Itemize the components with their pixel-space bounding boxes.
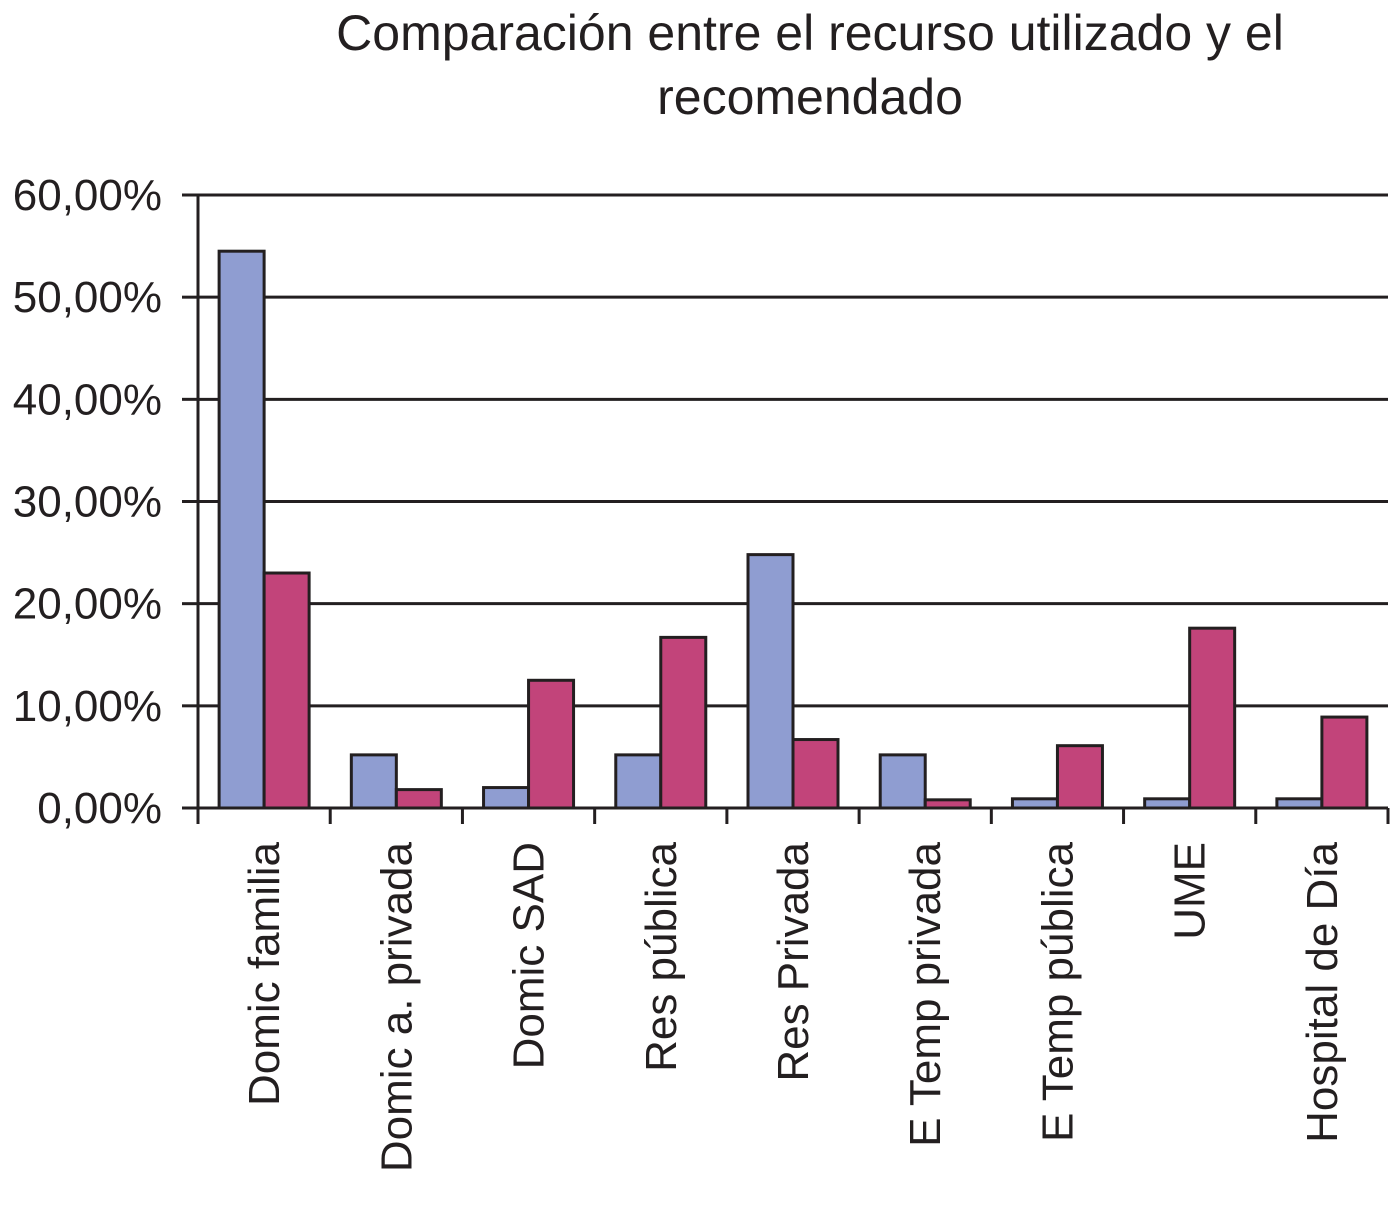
y-tick-label-5: 50,00% [13, 273, 162, 322]
y-tick-label-4: 40,00% [13, 375, 162, 424]
y-tick-label-6: 60,00% [13, 171, 162, 220]
category-label-3: Domic SAD [505, 842, 554, 1069]
category-labels: Domic familia Domic a. privada Domic SAD Re… [240, 841, 1347, 1172]
y-tick-label-3: 30,00% [13, 478, 162, 527]
category-label-9: Hospital de Día [1298, 841, 1347, 1142]
chart-title-line-2: recomendado [657, 69, 963, 125]
bar-1-6 [878, 753, 927, 810]
category-label-6: E Temp privada [901, 841, 950, 1146]
bar-2-7 [1055, 744, 1104, 810]
bars [217, 249, 1369, 810]
category-label-5: Res Privada [769, 841, 818, 1081]
bar-2-9 [1320, 715, 1369, 810]
bar-1-3 [482, 786, 531, 810]
chart-title-line-1: Comparación entre el recurso utilizado y… [336, 5, 1284, 61]
bar-2-1 [262, 571, 311, 810]
category-label-1: Domic familia [240, 841, 289, 1106]
bar-2-5 [791, 738, 840, 810]
category-label-8: UME [1166, 842, 1215, 940]
category-label-4: Res pública [637, 841, 686, 1071]
bar-1-4 [614, 753, 663, 810]
bar-1-2 [349, 753, 398, 810]
bar-2-2 [394, 788, 443, 810]
y-tick-label-2: 20,00% [13, 580, 162, 629]
category-label-2: Domic a. privada [372, 841, 421, 1172]
category-label-7: E Temp pública [1033, 841, 1082, 1142]
y-tick-label-0: 0,00% [37, 784, 162, 833]
y-tick-label-1: 10,00% [13, 682, 162, 731]
bar-1-5 [746, 553, 795, 810]
bar-2-3 [527, 678, 576, 810]
bar-1-1 [217, 249, 266, 810]
bar-2-4 [659, 635, 708, 810]
axes [182, 193, 1390, 824]
bar-2-8 [1188, 626, 1237, 810]
y-tick-labels: 0,00% 10,00% 20,00% 30,00% 40,00% 50,00% 60,00… [13, 171, 162, 833]
